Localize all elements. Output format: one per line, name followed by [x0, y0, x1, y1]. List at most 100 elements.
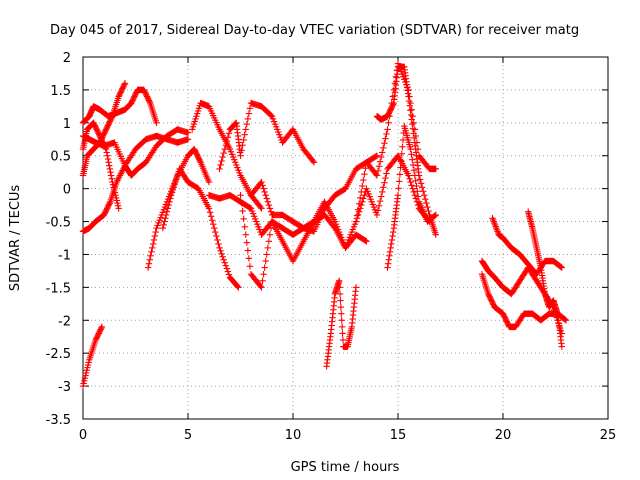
point-marker — [242, 231, 249, 238]
series-s12 — [237, 152, 381, 291]
y-tick-label: 0.5 — [50, 150, 71, 165]
series-s17 — [384, 122, 439, 271]
point-marker — [206, 209, 214, 216]
point-marker — [423, 199, 430, 207]
point-marker — [208, 217, 216, 224]
point-marker — [146, 98, 153, 105]
point-marker — [362, 165, 369, 172]
point-marker — [103, 149, 110, 156]
point-marker — [352, 284, 360, 291]
point-marker — [360, 176, 367, 184]
series-s10 — [216, 99, 318, 173]
data-points — [79, 60, 570, 390]
point-marker — [104, 155, 112, 163]
point-marker — [205, 178, 213, 186]
point-marker — [425, 207, 432, 215]
axis-ticks — [82, 56, 609, 420]
point-marker — [258, 178, 265, 186]
point-marker — [205, 205, 213, 212]
point-marker — [225, 130, 233, 137]
point-marker — [398, 150, 405, 157]
point-marker — [240, 215, 247, 223]
point-marker — [218, 157, 225, 165]
point-marker — [108, 175, 115, 182]
point-marker — [383, 170, 390, 177]
point-marker — [380, 184, 387, 191]
point-marker — [243, 239, 250, 246]
point-marker — [389, 228, 397, 236]
point-marker — [309, 157, 317, 165]
point-marker — [414, 193, 422, 200]
series-s1 — [79, 323, 106, 390]
point-marker — [396, 178, 403, 185]
point-marker — [422, 195, 429, 203]
point-marker — [262, 257, 269, 265]
point-marker — [410, 188, 417, 196]
point-marker — [424, 203, 431, 211]
point-marker — [165, 201, 172, 209]
point-marker — [372, 170, 380, 178]
point-marker — [372, 153, 380, 160]
point-marker — [244, 247, 252, 254]
point-marker — [374, 207, 382, 214]
point-marker — [406, 175, 413, 182]
point-marker — [354, 206, 362, 213]
point-marker — [241, 131, 248, 138]
point-marker — [160, 221, 167, 229]
point-marker — [381, 179, 388, 186]
point-marker — [107, 168, 114, 176]
point-marker — [152, 228, 159, 236]
point-marker — [147, 252, 154, 259]
point-marker — [383, 130, 390, 138]
point-marker — [221, 259, 228, 266]
point-marker — [153, 119, 160, 127]
series-s8 — [159, 165, 242, 291]
x-tick-labels: 0 5 10 15 20 25 — [79, 428, 616, 443]
y-tick-label: 2 — [63, 51, 71, 66]
point-marker — [266, 231, 274, 238]
point-marker — [408, 151, 415, 158]
point-marker — [409, 125, 417, 132]
point-marker — [223, 138, 231, 145]
point-marker — [224, 134, 232, 141]
y-tick-label: -0.5 — [46, 216, 71, 231]
point-marker — [416, 176, 424, 183]
point-marker — [211, 224, 218, 232]
point-marker — [246, 263, 254, 270]
point-marker — [260, 271, 267, 278]
point-marker — [405, 172, 412, 179]
point-marker — [373, 152, 381, 159]
point-marker — [336, 284, 343, 291]
point-marker — [414, 188, 421, 195]
point-marker — [244, 115, 252, 123]
point-marker — [216, 244, 223, 252]
point-marker — [261, 264, 268, 271]
point-marker — [214, 236, 221, 244]
point-marker — [222, 141, 229, 149]
point-marker — [263, 195, 270, 202]
point-marker — [375, 163, 383, 170]
point-marker — [386, 248, 394, 256]
point-marker — [263, 251, 270, 258]
point-marker — [339, 330, 346, 337]
point-marker — [387, 244, 394, 252]
point-marker — [98, 324, 105, 332]
point-marker — [258, 284, 265, 291]
point-marker — [396, 171, 404, 178]
point-marker — [264, 244, 271, 252]
point-marker — [210, 220, 217, 228]
point-marker — [410, 167, 418, 174]
point-marker — [339, 336, 347, 344]
y-tick-label: -2.5 — [46, 347, 71, 362]
point-marker — [238, 199, 245, 207]
point-marker — [389, 232, 396, 240]
point-marker — [385, 256, 392, 263]
point-marker — [432, 165, 439, 173]
x-tick-label: 20 — [495, 428, 512, 443]
y-tick-label: 1 — [63, 117, 71, 132]
point-marker — [338, 310, 345, 317]
point-marker — [388, 236, 396, 244]
point-marker — [184, 136, 192, 143]
point-marker — [196, 157, 204, 165]
